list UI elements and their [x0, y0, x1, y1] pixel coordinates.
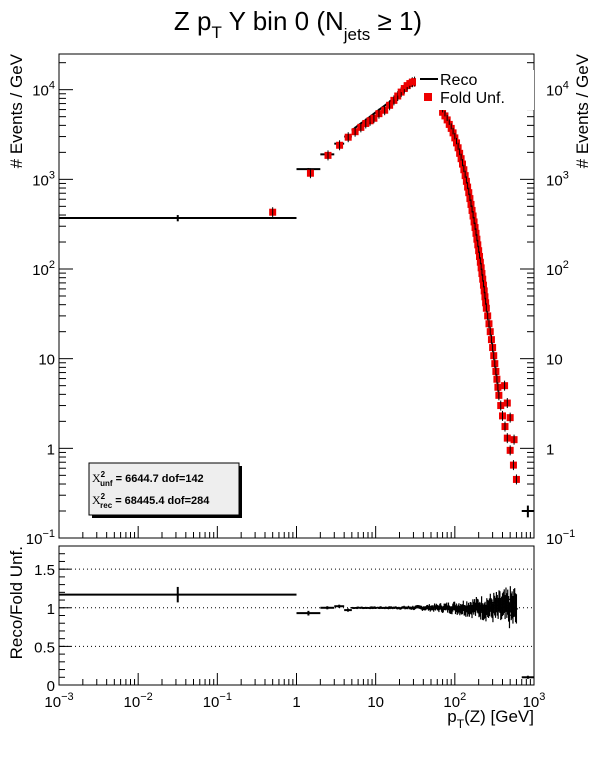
x-tick-label-2: 10−1: [203, 691, 232, 711]
chi2-rec: X2 rec = 68445.4 dof=284: [92, 492, 210, 510]
y-tick-label-right-0-base: 10: [546, 83, 563, 100]
legend-reco-label: Reco: [440, 72, 477, 89]
chi2-box-bg: [88, 462, 240, 516]
ratio-y-tick-label-2: 1: [47, 601, 55, 618]
y-tick-label-right-5-exp: −1: [563, 528, 576, 540]
xlabel-sub: T: [457, 717, 465, 731]
y-tick-label-right-2-exp: 2: [563, 259, 569, 271]
y-tick-label-left-1: 103: [32, 169, 55, 189]
x-tick-label-1-exp: −2: [140, 691, 153, 703]
y-tick-label-right-1-exp: 3: [563, 169, 569, 181]
ratio-y-tick-label-0: 0: [47, 678, 55, 695]
y-tick-label-left-4: 1: [47, 441, 55, 458]
x-tick-label-5-exp: 2: [460, 691, 466, 703]
chi2-unf-sym: X: [92, 471, 101, 485]
ratio-plot-frame: [58, 545, 535, 686]
y-tick-label-left-0-base: 10: [32, 83, 49, 100]
y-tick-label-left-3: 10: [38, 352, 55, 369]
y-tick-label-left-2-exp: 2: [49, 259, 55, 271]
chi2-unf-sub: unf: [100, 479, 113, 488]
y-tick-label-right-0-exp: 4: [563, 80, 569, 92]
y-tick-label-left-0: 104: [32, 80, 55, 100]
chi2-rec-sub: rec: [100, 501, 113, 510]
y-tick-label-right-5: 10−1: [546, 528, 575, 548]
title-middle: Y bin 0 (N: [222, 6, 344, 36]
x-tick-label-5: 102: [443, 691, 466, 711]
y-tick-label-right-2-base: 10: [546, 262, 563, 279]
x-tick-label-0: 10−3: [44, 691, 73, 711]
x-tick-label-4: 10: [367, 694, 384, 711]
title-tail: ≥ 1): [370, 6, 422, 36]
legend-fold-label: Fold Unf.: [440, 90, 505, 107]
chi2-rec-value: = 68445.4 dof=284: [112, 495, 210, 507]
y-tick-label-left-3-base: 10: [38, 352, 55, 369]
x-tick-label-2-base: 10: [203, 694, 220, 711]
xlabel-tail: (Z) [GeV]: [464, 707, 534, 726]
legend-fold-marker: [424, 93, 432, 101]
title-middle-sub: jets: [343, 25, 370, 44]
title-main-sub: T: [211, 23, 221, 42]
x-tick-label-0-exp: −3: [61, 691, 74, 703]
y-tick-label-left-5-base: 10: [26, 531, 43, 548]
chi2-rec-sup: 2: [101, 492, 106, 501]
chi2-box: X2 unf = 6644.7 dof=142 X2 rec = 68445.4 d…: [88, 462, 242, 518]
y-tick-label-right-5-base: 10: [546, 531, 563, 548]
chi2-rec-sym: X: [92, 493, 101, 507]
y-tick-label-right-3: 10: [546, 352, 563, 369]
x-tick-label-1-base: 10: [124, 694, 141, 711]
y-tick-label-right-4: 1: [546, 441, 554, 458]
chi2-unf: X2 unf = 6644.7 dof=142: [92, 470, 204, 488]
y-tick-label-right-1-base: 10: [546, 172, 563, 189]
x-tick-label-1: 10−2: [124, 691, 153, 711]
main-ylabel: # Events / GeV: [7, 53, 26, 168]
x-tick-label-2-exp: −1: [219, 691, 232, 703]
ratio-y-tick-label-1: 0.5: [34, 639, 55, 656]
y-tick-label-left-5-exp: −1: [42, 528, 55, 540]
x-tick-label-5-base: 10: [443, 694, 460, 711]
chi2-unf-value: = 6644.7 dof=142: [113, 473, 204, 485]
y-tick-label-left-2: 102: [32, 259, 55, 279]
x-tick-label-6-exp: 3: [539, 691, 545, 703]
y-tick-label-right-4-base: 1: [546, 441, 554, 458]
x-tick-label-3: 1: [292, 694, 300, 711]
ratio-xlabel: pT(Z) [GeV]: [447, 707, 534, 731]
y-tick-label-left-2-base: 10: [32, 262, 49, 279]
y-tick-label-left-1-base: 10: [32, 172, 49, 189]
x-tick-label-6-base: 10: [523, 694, 540, 711]
xlabel-p: p: [447, 707, 456, 726]
x-tick-label-4-base: 10: [367, 694, 384, 711]
x-tick-label-6: 103: [523, 691, 546, 711]
chart-title: Z pT Y bin 0 (Njets ≥ 1): [174, 6, 422, 44]
y-tick-label-right-0: 104: [546, 80, 569, 100]
y-tick-label-right-2: 102: [546, 259, 569, 279]
y-tick-label-left-5: 10−1: [26, 528, 55, 548]
title-main: Z p: [174, 6, 212, 36]
y-tick-label-left-1-exp: 3: [49, 169, 55, 181]
y-tick-label-left-0-exp: 4: [49, 80, 55, 92]
legend: Reco Fold Unf.: [416, 70, 534, 110]
y-tick-label-right-1: 103: [546, 169, 569, 189]
x-tick-label-0-base: 10: [44, 694, 61, 711]
y-tick-label-left-4-base: 1: [47, 441, 55, 458]
ratio-y-tick-label-3: 1.5: [34, 562, 55, 579]
ratio-ylabel: Reco/Fold Unf.: [7, 546, 26, 659]
main-ylabel-right: # Events / GeV: [573, 53, 592, 168]
x-tick-label-3-base: 1: [292, 694, 300, 711]
y-tick-label-right-3-base: 10: [546, 352, 563, 369]
chi2-unf-sup: 2: [101, 470, 106, 479]
legend-bg: [416, 70, 534, 110]
